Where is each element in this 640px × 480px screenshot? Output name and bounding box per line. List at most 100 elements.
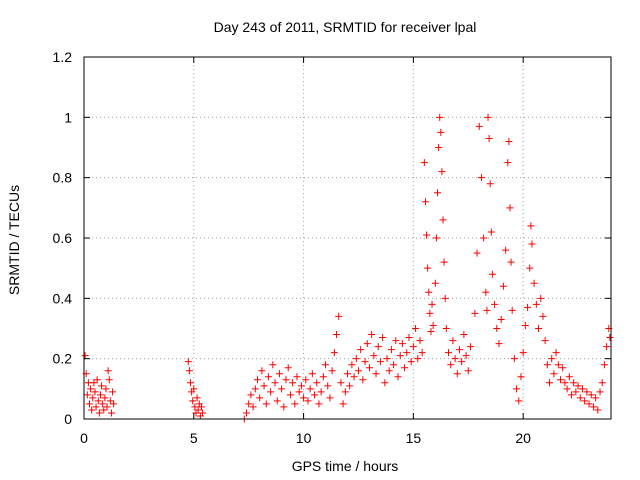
data-point bbox=[431, 279, 439, 287]
x-tick-label: 15 bbox=[406, 430, 422, 446]
data-point bbox=[311, 391, 319, 399]
data-point bbox=[291, 400, 299, 408]
data-point bbox=[576, 394, 584, 402]
data-point bbox=[354, 367, 362, 375]
data-point bbox=[324, 382, 332, 390]
data-point bbox=[102, 385, 110, 393]
data-point bbox=[322, 361, 330, 369]
data-point bbox=[370, 352, 378, 360]
data-point bbox=[477, 174, 485, 182]
data-point bbox=[392, 337, 400, 345]
data-point bbox=[539, 312, 547, 320]
data-point bbox=[499, 282, 507, 290]
data-point bbox=[437, 128, 445, 136]
data-point bbox=[275, 370, 283, 378]
data-point bbox=[429, 321, 437, 329]
data-point bbox=[445, 349, 453, 357]
data-point bbox=[348, 361, 356, 369]
data-point bbox=[543, 361, 551, 369]
data-point bbox=[483, 306, 491, 314]
data-point bbox=[426, 309, 434, 317]
data-point bbox=[583, 388, 591, 396]
data-point bbox=[495, 340, 503, 348]
data-point bbox=[361, 358, 369, 366]
data-point bbox=[556, 376, 564, 384]
data-point bbox=[300, 394, 308, 402]
chart-title: Day 243 of 2011, SRMTID for receiver lpa… bbox=[214, 19, 477, 35]
data-point bbox=[191, 403, 199, 411]
data-point bbox=[319, 373, 327, 381]
data-point bbox=[581, 397, 589, 405]
data-point bbox=[585, 400, 593, 408]
data-point bbox=[253, 376, 261, 384]
axis-ticks bbox=[83, 56, 611, 420]
y-axis-label: SRMTID / TECUs bbox=[6, 185, 22, 295]
data-point bbox=[101, 394, 109, 402]
data-point bbox=[451, 355, 459, 363]
data-point bbox=[462, 352, 470, 360]
data-point bbox=[258, 367, 266, 375]
data-point bbox=[455, 346, 463, 354]
data-point bbox=[574, 382, 582, 390]
data-point bbox=[482, 288, 490, 296]
x-tick-labels: 0 5 10 15 20 bbox=[80, 430, 531, 446]
data-point bbox=[504, 159, 512, 167]
data-point bbox=[567, 391, 575, 399]
data-point bbox=[85, 400, 93, 408]
data-point bbox=[428, 300, 436, 308]
data-point bbox=[365, 364, 373, 372]
data-point bbox=[548, 355, 556, 363]
data-point bbox=[328, 367, 336, 375]
data-point bbox=[505, 137, 513, 145]
x-tick-label: 5 bbox=[190, 430, 198, 446]
data-point bbox=[502, 246, 510, 254]
data-point bbox=[264, 373, 272, 381]
data-point bbox=[297, 382, 305, 390]
data-point bbox=[589, 403, 597, 411]
data-point bbox=[485, 134, 493, 142]
data-point bbox=[87, 385, 95, 393]
data-point bbox=[333, 331, 341, 339]
data-point bbox=[537, 294, 545, 302]
data-point bbox=[559, 364, 567, 372]
data-point bbox=[256, 394, 264, 402]
data-point bbox=[425, 288, 433, 296]
data-point bbox=[441, 294, 449, 302]
data-point bbox=[596, 388, 604, 396]
data-point bbox=[438, 168, 446, 176]
data-point bbox=[407, 358, 415, 366]
x-tick-label: 10 bbox=[296, 430, 312, 446]
data-point bbox=[105, 376, 113, 384]
data-point bbox=[341, 388, 349, 396]
data-point bbox=[550, 370, 558, 378]
data-point bbox=[546, 379, 554, 387]
data-point bbox=[100, 406, 108, 414]
data-point bbox=[344, 370, 351, 378]
data-point bbox=[273, 397, 281, 405]
data-point bbox=[436, 113, 444, 121]
data-point bbox=[565, 373, 573, 381]
data-point bbox=[480, 234, 488, 242]
data-point bbox=[249, 403, 257, 411]
data-point bbox=[359, 376, 367, 384]
data-point bbox=[493, 325, 501, 332]
data-point bbox=[269, 361, 277, 369]
y-tick-label: 0.8 bbox=[53, 170, 73, 186]
data-point bbox=[517, 373, 525, 381]
data-point bbox=[447, 361, 455, 369]
data-point bbox=[563, 385, 571, 393]
data-point bbox=[304, 397, 312, 405]
data-point bbox=[423, 231, 431, 239]
data-point bbox=[315, 400, 323, 408]
data-point bbox=[184, 358, 192, 366]
data-point bbox=[284, 364, 292, 372]
data-point bbox=[414, 355, 422, 363]
data-point bbox=[486, 180, 494, 188]
data-point bbox=[385, 367, 393, 375]
data-point bbox=[242, 409, 250, 417]
data-point bbox=[508, 306, 516, 314]
data-point bbox=[421, 198, 429, 206]
data-markers bbox=[81, 113, 614, 423]
data-point bbox=[89, 394, 97, 402]
